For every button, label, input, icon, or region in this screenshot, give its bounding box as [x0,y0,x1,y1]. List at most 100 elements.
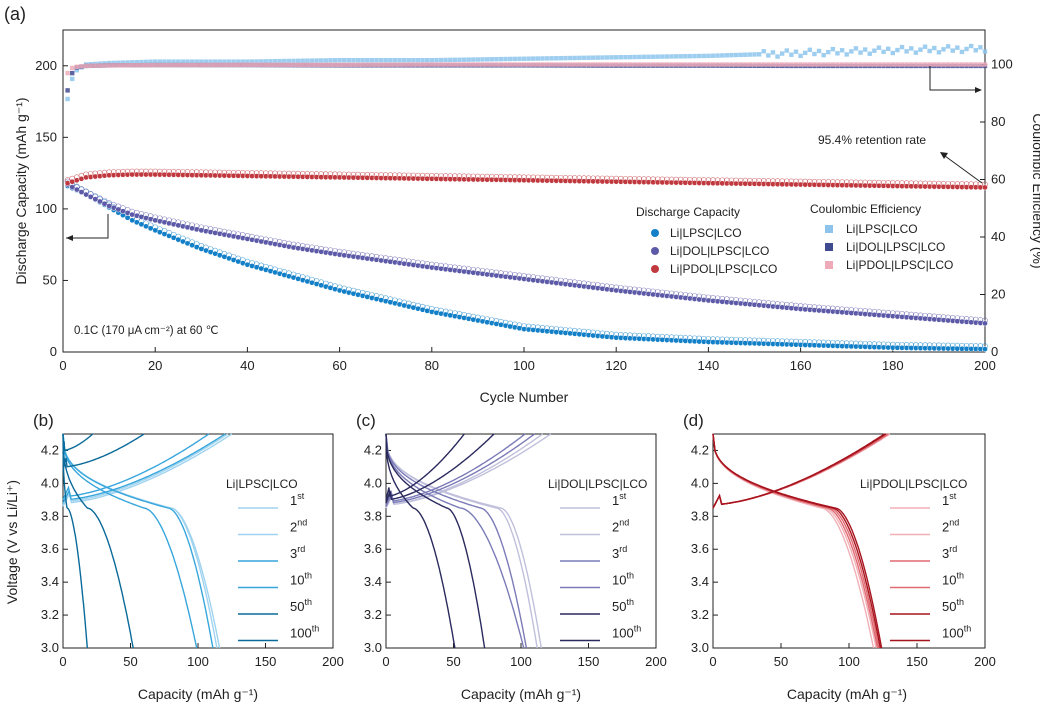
capacity-point-charge [862,179,869,186]
charge-curve-2 [712,433,891,509]
ce-point [429,62,434,67]
capacity-point-charge [825,305,832,312]
capacity-point-charge [341,171,348,178]
ce-point [235,59,241,64]
ce-point [826,49,831,55]
charge-curve-100 [385,433,465,500]
x-tick-label: 40 [240,358,254,373]
discharge-curve-3 [712,433,879,649]
capacity-point-charge [567,278,573,285]
ce-point [618,62,624,67]
ce-point [756,52,762,57]
y-tick-label: 3.0 [364,640,382,655]
capacity-point-charge [272,238,278,244]
capacity-point-charge [193,169,200,176]
ce-point [106,60,112,66]
legend-label-sup: th [626,571,634,581]
capacity-point-charge [350,287,357,294]
capacity-point-charge [728,336,735,343]
capacity-point-charge [359,252,366,258]
ce-point [383,57,388,63]
ce-point [531,62,536,67]
x-tick-label: 100 [187,654,209,669]
capacity-point-charge [299,274,306,281]
capacity-point-charge [212,227,219,233]
ce-point [927,48,932,54]
capacity-point-charge [557,174,564,181]
capacity-point-charge [295,170,302,177]
capacity-point [73,186,80,193]
capacity-point-charge [714,295,721,302]
capacity-point-charge [765,300,772,306]
ce-point [968,43,974,49]
charge-curve-1 [712,433,891,509]
ce-point [162,59,167,64]
y2-tick-label: 60 [991,172,1005,187]
legend-label: 2nd [942,518,959,535]
capacity-point-charge [124,168,131,175]
series-5-ce [65,62,988,76]
capacity-point-charge [106,169,112,176]
ce-point [770,50,776,55]
capacity-point-charge [700,335,707,342]
ce-point [918,47,923,52]
ce-point [890,62,895,67]
ce-point [623,62,628,67]
ce-point [955,45,960,50]
capacity-point-charge [917,342,924,349]
legend-label-sup: th [964,624,972,634]
ce-point [484,57,490,62]
capacity-point-charge [848,340,855,347]
ce-point [448,62,453,67]
ce-point [452,57,458,63]
ce-point [710,53,716,58]
ce-point [738,52,743,58]
ce-point [171,62,176,68]
capacity-point-charge [336,284,343,291]
capacity-point-charge [239,170,246,176]
capacity-point-charge [461,173,467,180]
ce-point [581,55,587,61]
capacity-point-charge [673,291,680,297]
capacity-point-charge [548,325,555,332]
x-tick-label: 200 [974,654,996,669]
ce-point [93,63,98,68]
y-tick-label: 3.0 [41,640,59,655]
ce-point [305,62,310,67]
capacity-point-charge [871,308,878,315]
ce-point [821,52,826,58]
capacity-point-charge [700,177,707,183]
capacity-point-charge [299,170,306,177]
legend-label: 3rd [290,544,305,561]
capacity-point-charge [442,173,449,179]
ce-point [927,62,932,67]
ce-point [535,62,541,67]
ce-point [254,62,259,67]
ce-point [955,62,960,67]
capacity-point-charge [640,333,647,339]
capacity-point-charge [599,175,606,182]
ce-point [729,52,734,58]
capacity-point-charge [392,297,398,304]
ce-point [609,55,614,60]
ce-point [673,54,679,59]
ce-point [964,62,969,67]
capacity-point [83,191,89,198]
curves [712,433,891,649]
ce-point [226,62,232,68]
ce-point [770,62,776,67]
ce-point [526,56,531,61]
panel-a-series [64,43,988,352]
capacity-point-charge [133,209,140,216]
ce-point [761,62,766,67]
ce-point [521,56,527,61]
capacity-point-charge [677,334,684,341]
capacity-point-charge [594,282,601,289]
ce-point [895,47,900,53]
capacity-point-charge [276,170,283,177]
capacity-point-charge [465,173,472,180]
ce-point [595,62,600,67]
legend-label: 2nd [290,518,307,535]
capacity-point-charge [511,321,518,328]
ce-point [895,62,900,67]
